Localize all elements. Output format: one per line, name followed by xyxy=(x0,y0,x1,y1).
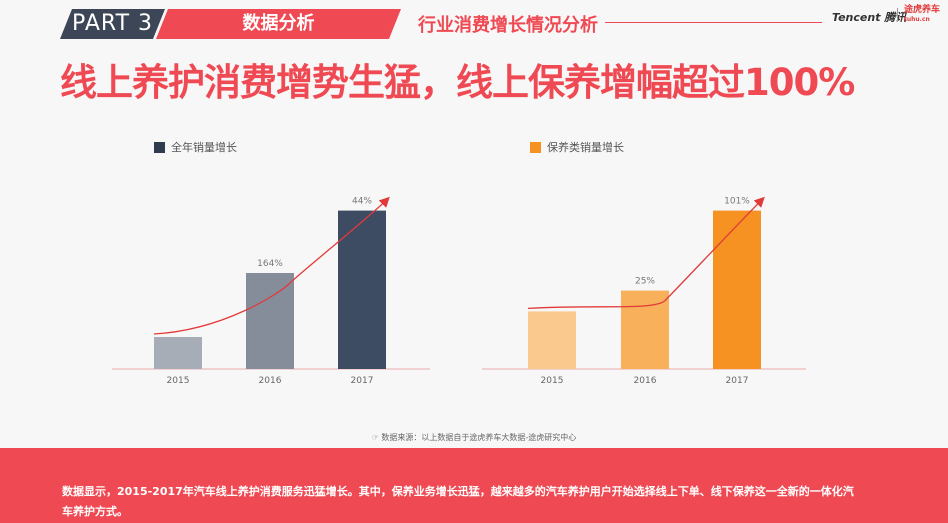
section-subtitle: 行业消费增长情况分析 xyxy=(418,15,598,36)
left-bar-2015 xyxy=(154,337,202,369)
legend-right: 保养类销量增长 xyxy=(530,139,624,155)
right-xtick-2015: 2015 xyxy=(541,376,564,386)
right-bar-2015 xyxy=(528,311,576,369)
part-label: PART 3 xyxy=(60,9,165,39)
legend-left-swatch xyxy=(154,141,165,153)
header-divider xyxy=(605,22,822,23)
tuhu-logo-text: 途虎养车 xyxy=(904,5,941,15)
header-bar: PART 3 数据分析 行业消费增长情况分析 Tencent 腾讯 途虎养车 t… xyxy=(0,0,948,48)
legend-left-label: 全年销量增长 xyxy=(171,141,237,154)
footer-text: 数据显示，2015-2017年汽车线上养护消费服务迅猛增长。其中，保养业务增长迅… xyxy=(62,485,854,518)
right-xtick-2017: 2017 xyxy=(726,376,749,386)
left-bar-2016 xyxy=(246,273,294,369)
data-source-text: 数据来源：以上数据自于途虎养车大数据-途虎研究中心 xyxy=(381,433,577,442)
legend-right-swatch xyxy=(530,141,541,153)
tencent-logo: Tencent 腾讯 xyxy=(832,11,907,24)
left-xtick-2015: 2015 xyxy=(167,376,190,386)
data-source: ☞ 数据来源：以上数据自于途虎养车大数据-途虎研究中心 xyxy=(371,433,577,442)
left-data-label-2017: 44% xyxy=(352,197,372,207)
left-xtick-2016: 2016 xyxy=(259,376,282,386)
brand-divider xyxy=(897,8,898,22)
footer-banner xyxy=(0,448,948,523)
left-trend-arrow xyxy=(153,196,390,335)
left-bar-2017 xyxy=(338,210,386,369)
legend-right-label: 保养类销量增长 xyxy=(547,141,624,154)
left-xtick-2017: 2017 xyxy=(351,376,374,386)
charts-canvas: 2015 2016 164% 2017 44% 2015 2016 25% 2017 101% xyxy=(112,196,806,386)
left-data-label-2016: 164% xyxy=(257,259,283,269)
section-label: 数据分析 xyxy=(156,9,401,39)
right-bar-2016 xyxy=(621,290,669,369)
right-data-label-2017: 101% xyxy=(724,197,750,207)
legend-left: 全年销量增长 xyxy=(154,139,237,155)
tuhu-logo-url: tuhu.cn xyxy=(904,16,930,23)
right-xtick-2016: 2016 xyxy=(634,376,657,386)
right-bar-2017 xyxy=(713,210,761,369)
tuhu-logo: 途虎养车 tuhu.cn xyxy=(904,6,940,24)
page-title: 线上养护消费增势生猛，线上保养增幅超过100% xyxy=(60,61,855,104)
right-data-label-2016: 25% xyxy=(635,277,655,287)
right-trend-arrow xyxy=(527,196,765,310)
